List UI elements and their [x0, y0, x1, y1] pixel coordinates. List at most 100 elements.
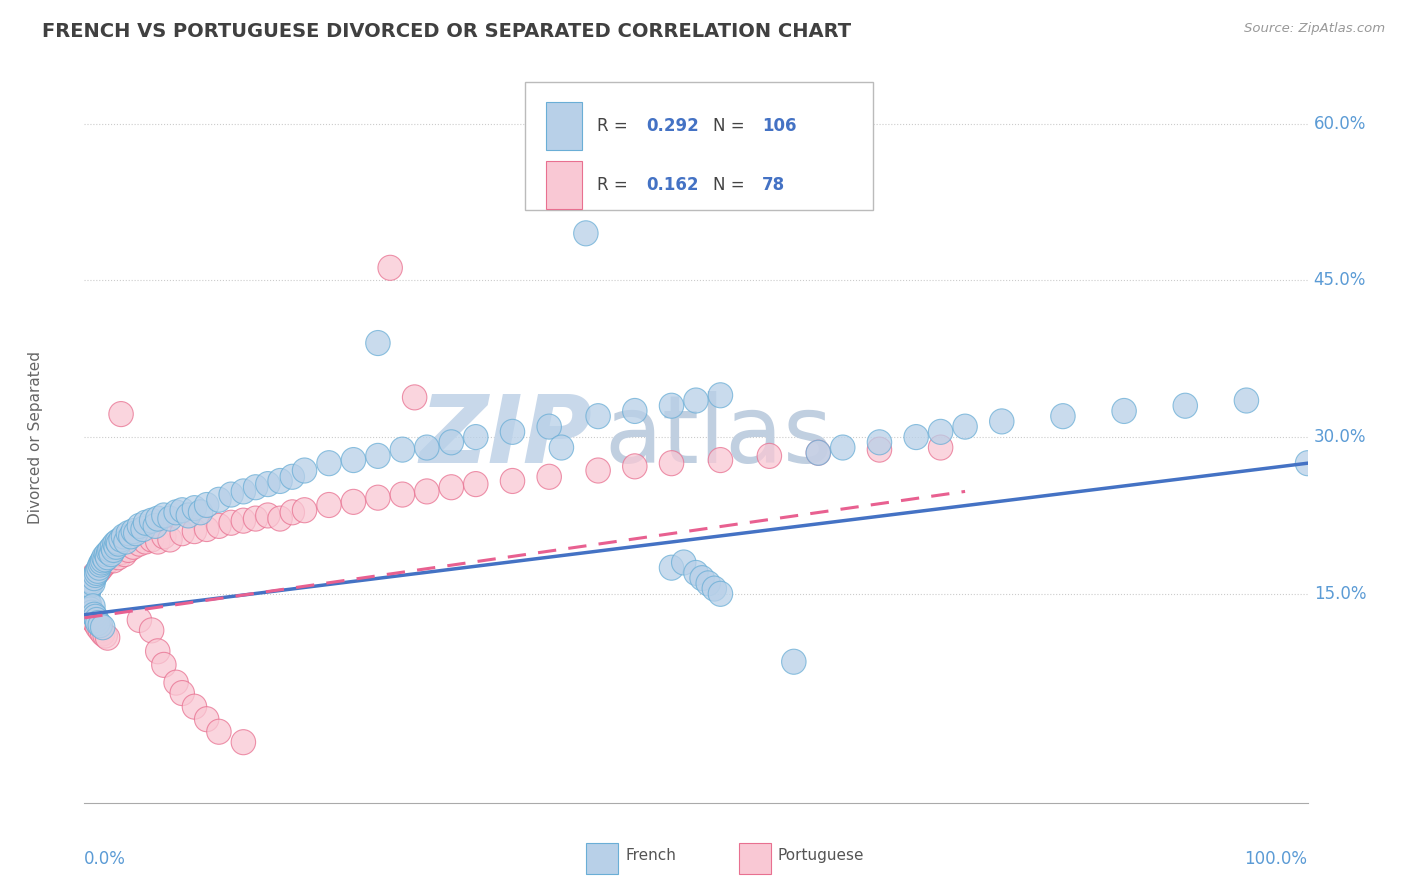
Text: 0.292: 0.292 — [645, 117, 699, 135]
Ellipse shape — [121, 534, 146, 559]
Ellipse shape — [183, 694, 207, 719]
Ellipse shape — [146, 529, 170, 554]
Ellipse shape — [806, 441, 831, 466]
Ellipse shape — [672, 550, 696, 575]
Text: 30.0%: 30.0% — [1313, 428, 1367, 446]
Ellipse shape — [98, 545, 124, 570]
Ellipse shape — [709, 448, 733, 473]
Ellipse shape — [127, 607, 152, 632]
Ellipse shape — [207, 719, 231, 744]
Ellipse shape — [219, 510, 243, 535]
Ellipse shape — [89, 550, 114, 575]
Ellipse shape — [80, 594, 105, 619]
Ellipse shape — [82, 566, 107, 591]
Ellipse shape — [104, 541, 128, 566]
Ellipse shape — [89, 552, 112, 577]
Ellipse shape — [342, 490, 366, 515]
Ellipse shape — [98, 537, 122, 563]
Ellipse shape — [80, 569, 104, 594]
Ellipse shape — [79, 600, 103, 625]
Ellipse shape — [280, 464, 305, 490]
Text: FRENCH VS PORTUGUESE DIVORCED OR SEPARATED CORRELATION CHART: FRENCH VS PORTUGUESE DIVORCED OR SEPARAT… — [42, 22, 851, 41]
Text: 45.0%: 45.0% — [1313, 271, 1367, 289]
Ellipse shape — [928, 419, 953, 444]
Ellipse shape — [709, 383, 733, 408]
Ellipse shape — [84, 560, 108, 585]
Ellipse shape — [165, 500, 188, 524]
Ellipse shape — [659, 450, 683, 475]
Ellipse shape — [219, 482, 243, 507]
Text: French: French — [626, 848, 676, 863]
Ellipse shape — [292, 498, 316, 523]
Ellipse shape — [366, 443, 391, 468]
Ellipse shape — [80, 600, 104, 625]
Ellipse shape — [928, 435, 953, 460]
Ellipse shape — [101, 548, 127, 573]
Ellipse shape — [806, 441, 831, 466]
Ellipse shape — [550, 435, 574, 460]
Ellipse shape — [82, 602, 107, 627]
Ellipse shape — [77, 576, 101, 601]
Ellipse shape — [80, 566, 105, 591]
Ellipse shape — [439, 475, 464, 500]
Ellipse shape — [378, 255, 402, 280]
Ellipse shape — [574, 221, 598, 246]
Ellipse shape — [194, 706, 219, 731]
Ellipse shape — [415, 479, 439, 504]
Ellipse shape — [127, 514, 152, 539]
Ellipse shape — [84, 607, 108, 632]
Ellipse shape — [586, 404, 610, 429]
Ellipse shape — [118, 524, 143, 549]
Ellipse shape — [188, 500, 212, 524]
Ellipse shape — [207, 514, 231, 539]
Ellipse shape — [73, 587, 98, 612]
Ellipse shape — [659, 393, 683, 418]
Text: Divorced or Separated: Divorced or Separated — [28, 351, 44, 524]
FancyBboxPatch shape — [546, 102, 582, 150]
Ellipse shape — [342, 448, 366, 473]
Ellipse shape — [194, 492, 219, 517]
Ellipse shape — [683, 388, 709, 413]
FancyBboxPatch shape — [546, 161, 582, 209]
Ellipse shape — [79, 573, 103, 598]
Ellipse shape — [114, 529, 138, 554]
Ellipse shape — [107, 545, 131, 570]
Text: atlas: atlas — [605, 391, 832, 483]
Ellipse shape — [117, 521, 141, 546]
Ellipse shape — [256, 503, 280, 528]
Ellipse shape — [990, 409, 1014, 434]
Ellipse shape — [143, 514, 167, 539]
Ellipse shape — [100, 534, 125, 559]
Ellipse shape — [165, 670, 188, 695]
Text: N =: N = — [713, 176, 749, 194]
Text: 15.0%: 15.0% — [1313, 585, 1367, 603]
Ellipse shape — [94, 550, 118, 575]
Ellipse shape — [139, 508, 165, 533]
Ellipse shape — [269, 468, 292, 493]
Ellipse shape — [623, 454, 647, 479]
Ellipse shape — [108, 540, 134, 565]
Ellipse shape — [501, 419, 524, 444]
Ellipse shape — [231, 479, 256, 504]
Ellipse shape — [86, 610, 110, 636]
Ellipse shape — [292, 458, 316, 483]
Text: 0.162: 0.162 — [645, 176, 699, 194]
FancyBboxPatch shape — [524, 82, 873, 211]
Ellipse shape — [231, 508, 256, 533]
Ellipse shape — [415, 435, 439, 460]
Ellipse shape — [83, 604, 108, 630]
Ellipse shape — [683, 560, 709, 585]
Ellipse shape — [83, 610, 108, 636]
Ellipse shape — [439, 430, 464, 455]
Ellipse shape — [104, 534, 128, 559]
FancyBboxPatch shape — [586, 843, 617, 874]
Ellipse shape — [366, 331, 391, 356]
Ellipse shape — [207, 487, 231, 512]
Ellipse shape — [868, 437, 891, 462]
Ellipse shape — [782, 649, 806, 674]
Ellipse shape — [94, 541, 118, 566]
Ellipse shape — [464, 425, 488, 450]
Text: 100.0%: 100.0% — [1244, 850, 1308, 868]
Ellipse shape — [316, 450, 342, 475]
Ellipse shape — [537, 464, 561, 490]
